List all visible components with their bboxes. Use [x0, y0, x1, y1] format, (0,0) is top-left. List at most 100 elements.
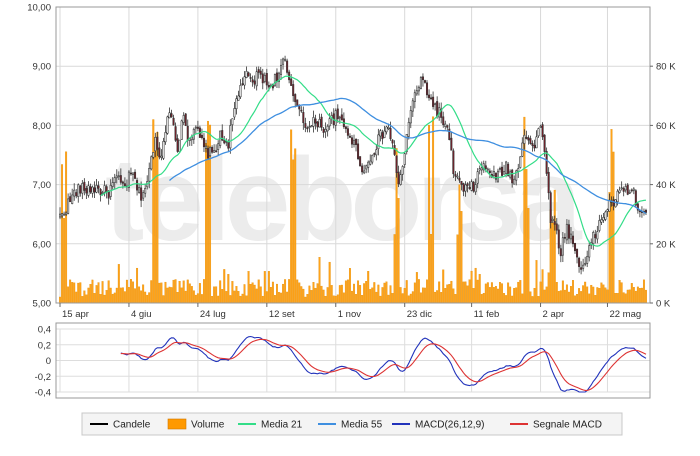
volume-bar	[93, 293, 96, 304]
volume-bar	[288, 279, 291, 304]
x-tick-label: 15 apr	[62, 309, 89, 320]
volume-bar	[381, 287, 384, 304]
volume-bar	[164, 281, 167, 304]
plot-frames	[55, 6, 651, 399]
candle-body	[200, 134, 203, 139]
price-tick-label: 8,00	[33, 121, 52, 132]
candle-body	[596, 231, 599, 240]
volume-bar	[263, 271, 266, 304]
candle-body	[466, 183, 469, 186]
candle-body	[436, 101, 439, 117]
candle-body	[314, 118, 317, 124]
volume-bar	[77, 282, 80, 304]
volume-bar	[302, 288, 305, 304]
volume-bar	[211, 296, 214, 304]
candle-body	[476, 171, 479, 184]
candle-body	[505, 161, 508, 174]
volume-bar	[334, 295, 337, 304]
candle-body	[334, 110, 337, 126]
candle-body	[318, 119, 321, 128]
candle-body	[99, 188, 102, 196]
candle-body	[263, 74, 266, 82]
x-tick-label: 24 lug	[200, 309, 226, 320]
candle-body	[243, 76, 246, 86]
volume-bar	[107, 280, 110, 304]
volume-bar	[271, 281, 274, 304]
candle-body	[555, 223, 558, 231]
volume-bar	[592, 286, 595, 304]
candle-body	[428, 94, 431, 99]
candle-body	[352, 139, 356, 145]
candle-body	[486, 168, 489, 171]
candle-body	[411, 100, 414, 112]
volume-bar	[180, 287, 183, 304]
macd-lines	[120, 335, 647, 393]
candle-body	[460, 180, 463, 185]
volume-bar	[452, 288, 455, 304]
volume-bar	[113, 292, 116, 304]
volume-bar	[576, 294, 579, 304]
volume-bar	[373, 282, 376, 304]
candle-body	[357, 143, 360, 160]
volume-bar	[480, 294, 483, 304]
candle-body	[284, 58, 287, 61]
volume-bar	[630, 283, 633, 304]
candle-body	[336, 108, 339, 120]
candle-body	[83, 181, 86, 191]
volume-bar	[507, 282, 510, 304]
volume-bar	[428, 124, 430, 304]
volume-bar	[121, 287, 124, 304]
candle-body	[239, 85, 242, 98]
candle-body	[172, 117, 175, 126]
candle-body	[626, 184, 629, 195]
candle-body	[432, 96, 435, 107]
candle-body	[361, 165, 364, 173]
volume-bar	[612, 151, 615, 304]
volume-bar	[620, 282, 623, 304]
volume-bar	[462, 281, 465, 304]
candle-body	[379, 130, 382, 137]
candle-body	[409, 110, 412, 124]
candle-body	[215, 150, 218, 153]
volume-bar	[217, 295, 220, 304]
candle-body	[71, 194, 74, 204]
candle-body	[498, 167, 502, 170]
volume-bar	[324, 295, 327, 304]
volume-bar	[553, 189, 556, 304]
x-tick-label: 2 apr	[543, 309, 565, 320]
candle-body	[85, 188, 88, 194]
candle-body	[257, 69, 260, 73]
volume-bar	[123, 291, 126, 304]
candle-body	[158, 147, 161, 158]
volume-bar	[614, 293, 617, 304]
candle-body	[389, 128, 392, 140]
candle-body	[290, 78, 293, 86]
candle-body	[176, 138, 179, 152]
volume-bar	[472, 288, 475, 304]
candle-body	[213, 150, 216, 153]
candle-body	[614, 199, 617, 208]
candle-body	[322, 128, 325, 133]
volume-bar	[292, 159, 295, 304]
candle-body	[454, 174, 457, 177]
candle-body	[602, 216, 605, 221]
candle-body	[310, 125, 313, 128]
volume-bar	[280, 292, 282, 304]
volume-bar	[111, 293, 114, 304]
candle-body	[129, 172, 132, 175]
candle-body	[511, 169, 514, 184]
candle-body	[567, 224, 570, 239]
candle-body	[523, 134, 526, 144]
volume-bar	[203, 279, 205, 304]
candle-body	[539, 126, 542, 128]
volume-bar	[336, 294, 339, 304]
media-21-line	[100, 75, 647, 247]
candle-body	[81, 183, 84, 194]
volume-bar	[247, 271, 250, 304]
volume-bar	[596, 287, 599, 304]
volume-bar	[484, 283, 487, 304]
candle-body	[620, 187, 623, 190]
volume-bar	[385, 281, 388, 304]
volume-bar	[584, 281, 587, 304]
candle-body	[107, 190, 110, 199]
